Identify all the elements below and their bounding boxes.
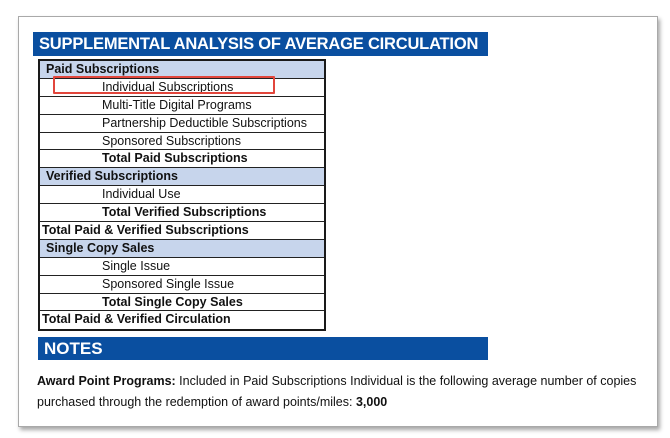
row-individual-use: Individual Use [40, 186, 324, 205]
circulation-table: Paid Subscriptions Individual Subscripti… [38, 59, 326, 332]
section-header-verified: Verified Subscriptions [40, 168, 324, 187]
report-title: SUPPLEMENTAL ANALYSIS OF AVERAGE CIRCULA… [33, 32, 488, 56]
report-panel: SUPPLEMENTAL ANALYSIS OF AVERAGE CIRCULA… [18, 16, 658, 427]
row-sponsored-single-issue: Sponsored Single Issue [40, 276, 324, 294]
notes-text: Included in Paid Subscriptions Individua… [37, 374, 637, 409]
row-partnership-deductible-subscriptions: Partnership Deductible Subscriptions [40, 115, 324, 133]
notes-label: Award Point Programs: [37, 374, 176, 388]
row-single-issue: Single Issue [40, 258, 324, 276]
row-total-paid-subscriptions: Total Paid Subscriptions [40, 150, 324, 169]
notes-value: 3,000 [355, 395, 388, 409]
section-header-single-copy: Single Copy Sales [40, 239, 324, 258]
row-total-paid-verified-subscriptions: Total Paid & Verified Subscriptions [40, 222, 324, 240]
notes-heading: NOTES [38, 337, 488, 360]
row-individual-subscriptions[interactable]: Individual Subscriptions [40, 79, 324, 97]
row-sponsored-subscriptions: Sponsored Subscriptions [40, 133, 324, 151]
section-header-paid: Paid Subscriptions [40, 61, 324, 79]
row-total-single-copy-sales: Total Single Copy Sales [40, 294, 324, 312]
row-multi-title-digital-programs: Multi-Title Digital Programs [40, 97, 324, 115]
notes-body: Award Point Programs: Included in Paid S… [37, 371, 652, 413]
row-total-verified-subscriptions: Total Verified Subscriptions [40, 204, 324, 223]
row-total-paid-verified-circulation: Total Paid & Verified Circulation [42, 312, 231, 327]
